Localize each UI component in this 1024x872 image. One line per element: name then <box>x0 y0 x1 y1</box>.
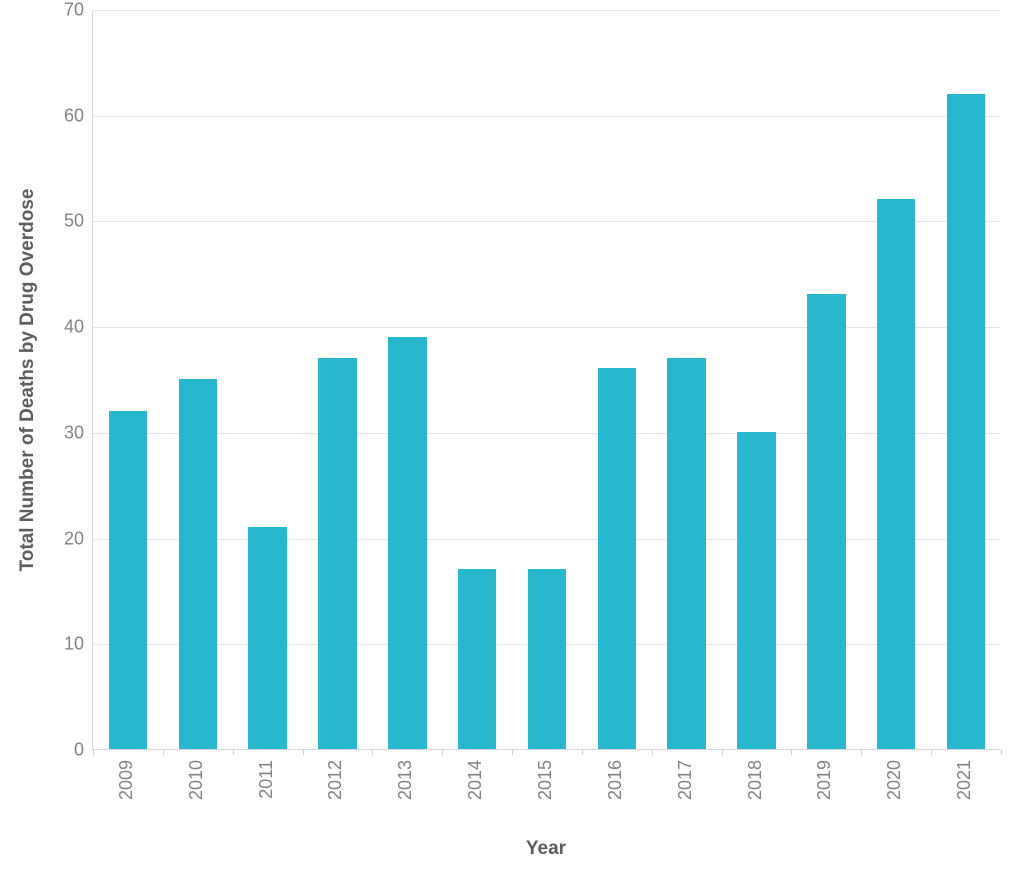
plot-area <box>92 10 1000 750</box>
x-tick-label: 2012 <box>325 760 346 800</box>
x-tick <box>512 749 513 755</box>
bar <box>807 294 845 749</box>
x-tick-label: 2018 <box>745 760 766 800</box>
x-tick-label: 2017 <box>675 760 696 800</box>
bars-group <box>93 10 1000 749</box>
bar <box>318 358 356 749</box>
bar <box>179 379 217 749</box>
bar <box>458 569 496 749</box>
y-tick-label: 50 <box>44 211 84 232</box>
x-tick-label: 2009 <box>116 760 137 800</box>
x-tick <box>652 749 653 755</box>
bar <box>877 199 915 749</box>
x-tick <box>791 749 792 755</box>
x-tick-label: 2019 <box>814 760 835 800</box>
bar <box>528 569 566 749</box>
x-tick <box>931 749 932 755</box>
y-axis-title: Total Number of Deaths by Drug Overdose <box>17 189 39 572</box>
bar <box>737 432 775 749</box>
x-tick <box>233 749 234 755</box>
x-axis-title: Year <box>92 838 1000 860</box>
x-tick-label: 2015 <box>535 760 556 800</box>
x-tick-label: 2014 <box>465 760 486 800</box>
x-tick-label: 2016 <box>605 760 626 800</box>
x-tick <box>861 749 862 755</box>
bar <box>598 368 636 749</box>
bar <box>109 411 147 749</box>
x-tick-label: 2021 <box>954 760 975 800</box>
x-tick <box>722 749 723 755</box>
bar <box>667 358 705 749</box>
y-tick-label: 60 <box>44 105 84 126</box>
y-tick-label: 70 <box>44 0 84 21</box>
bar <box>947 94 985 749</box>
x-tick <box>163 749 164 755</box>
x-tick <box>582 749 583 755</box>
x-tick <box>303 749 304 755</box>
x-tick-label: 2013 <box>395 760 416 800</box>
bar <box>248 527 286 749</box>
x-tick <box>372 749 373 755</box>
y-tick-label: 40 <box>44 317 84 338</box>
bar <box>388 337 426 749</box>
x-tick-label: 2020 <box>884 760 905 800</box>
x-tick <box>93 749 94 755</box>
x-tick <box>442 749 443 755</box>
x-tick <box>1001 749 1002 755</box>
overdose-bar-chart: Total Number of Deaths by Drug Overdose … <box>0 0 1024 872</box>
y-tick-label: 30 <box>44 422 84 443</box>
y-tick-label: 20 <box>44 528 84 549</box>
x-tick-label: 2010 <box>186 760 207 800</box>
y-tick-label: 0 <box>44 740 84 761</box>
y-tick-label: 10 <box>44 634 84 655</box>
x-tick-label: 2011 <box>256 760 277 799</box>
